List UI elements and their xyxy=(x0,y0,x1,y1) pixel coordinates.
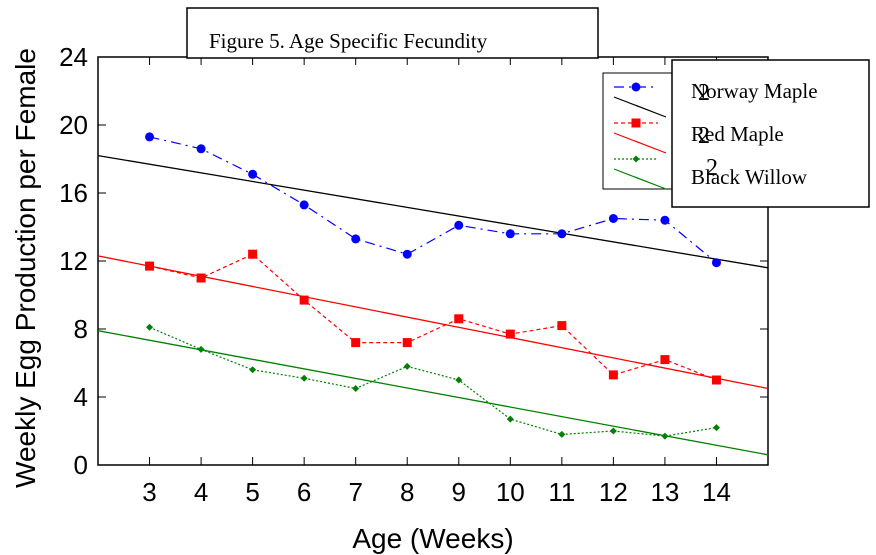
data-point xyxy=(351,338,361,348)
data-point xyxy=(454,220,464,230)
data-point xyxy=(660,355,670,365)
data-point xyxy=(248,169,258,179)
legend-marker xyxy=(632,155,640,163)
legend-marker xyxy=(631,82,641,92)
data-point xyxy=(505,229,515,239)
x-tick-label: 12 xyxy=(599,477,628,507)
data-point xyxy=(196,144,206,154)
x-tick-label: 13 xyxy=(650,477,679,507)
data-point xyxy=(197,345,205,353)
trend-line xyxy=(97,154,769,269)
data-point xyxy=(557,229,567,239)
series-line xyxy=(149,253,717,381)
x-axis-ticks: 3 4 5 6 7 8 9 10 11 12 13 14 xyxy=(142,57,731,507)
trend-lines xyxy=(97,154,769,456)
data-point xyxy=(402,338,412,348)
data-point xyxy=(249,366,257,374)
y-tick-label: 24 xyxy=(59,42,88,72)
data-point xyxy=(454,314,464,324)
data-point xyxy=(196,273,206,283)
data-point xyxy=(352,385,360,392)
y-axis-label: Weekly Egg Production per Female xyxy=(10,48,41,488)
series-line xyxy=(149,326,717,437)
trend-line xyxy=(97,330,769,456)
data-point xyxy=(455,376,463,384)
x-tick-label: 8 xyxy=(400,477,414,507)
trend-line xyxy=(97,255,769,390)
y-tick-label: 16 xyxy=(59,178,88,208)
data-point xyxy=(711,375,721,385)
data-point xyxy=(712,424,720,432)
title-box xyxy=(186,7,599,59)
legend-overlay-glyph: 2 xyxy=(706,155,718,181)
series-markers xyxy=(145,132,721,440)
legend-marker xyxy=(631,118,641,128)
x-tick-label: 14 xyxy=(702,477,731,507)
legend-fit-swatch xyxy=(613,132,667,154)
data-point xyxy=(299,295,309,305)
legend-label-box xyxy=(671,59,870,208)
x-tick-label: 9 xyxy=(452,477,466,507)
y-tick-label: 4 xyxy=(74,382,88,412)
legend-keys xyxy=(613,82,667,190)
x-tick-label: 11 xyxy=(548,477,575,507)
x-tick-label: 5 xyxy=(245,477,259,507)
data-point xyxy=(609,427,617,435)
data-point xyxy=(248,249,258,259)
data-point xyxy=(608,214,618,223)
data-point xyxy=(661,432,669,440)
data-point xyxy=(557,321,567,331)
x-tick-label: 4 xyxy=(194,477,208,507)
legend-overlay-glyph: 2 xyxy=(698,123,710,149)
x-axis-label: Age (Weeks) xyxy=(352,523,513,554)
data-point xyxy=(145,261,155,271)
data-point xyxy=(145,132,155,142)
series-line xyxy=(149,136,717,264)
data-point xyxy=(351,234,361,244)
x-tick-label: 7 xyxy=(348,477,362,507)
data-point xyxy=(300,374,308,382)
legend-fit-swatch xyxy=(613,168,667,190)
data-point xyxy=(660,215,670,225)
data-point xyxy=(146,323,154,331)
data-point xyxy=(299,200,309,210)
legend-label: Black Willow xyxy=(691,165,808,189)
legend-overlay-glyph: 2 xyxy=(698,80,710,106)
data-point xyxy=(402,249,412,259)
y-tick-label: 0 xyxy=(74,450,88,480)
x-tick-label: 10 xyxy=(496,477,525,507)
series-lines xyxy=(149,136,717,437)
x-tick-label: 3 xyxy=(142,477,156,507)
data-point xyxy=(558,430,566,438)
legend-label: Red Maple xyxy=(691,122,784,146)
data-point xyxy=(608,370,618,380)
y-tick-label: 20 xyxy=(59,110,88,140)
data-point xyxy=(403,362,411,370)
y-tick-label: 12 xyxy=(59,246,88,276)
data-point xyxy=(505,329,515,339)
x-tick-label: 6 xyxy=(297,477,311,507)
data-point xyxy=(711,258,721,268)
data-point xyxy=(506,415,514,423)
chart-title: Figure 5. Age Specific Fecundity xyxy=(209,29,488,53)
y-tick-label: 8 xyxy=(74,314,88,344)
y-axis-ticks: 0 4 8 12 16 20 24 xyxy=(59,42,768,480)
legend-label: Norway Maple xyxy=(691,79,818,103)
legend-fit-swatch xyxy=(613,96,667,118)
